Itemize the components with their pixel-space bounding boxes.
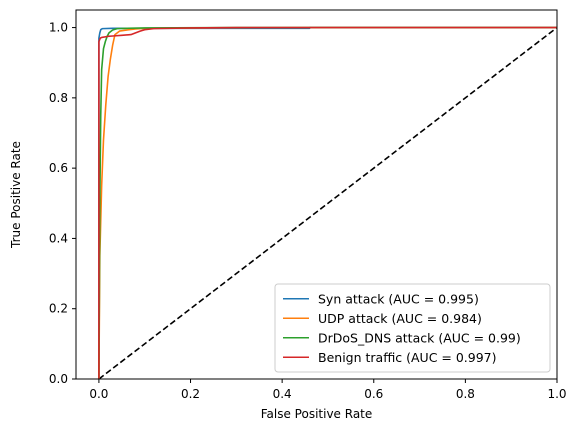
- y-axis-label: True Positive Rate: [9, 141, 23, 249]
- legend: Syn attack (AUC = 0.995) UDP attack (AUC …: [275, 284, 550, 372]
- x-tick-label: 0.2: [181, 387, 200, 401]
- x-tick-label: 0.0: [89, 387, 108, 401]
- y-axis-ticks: 0.0 0.2 0.4 0.6 0.8 1.0: [49, 21, 76, 386]
- x-axis-ticks: 0.0 0.2 0.4 0.6 0.8 1.0: [89, 379, 566, 401]
- x-tick-label: 0.6: [364, 387, 383, 401]
- x-tick-label: 1.0: [547, 387, 566, 401]
- y-tick-label: 0.6: [49, 161, 68, 175]
- legend-entry: DrDoS_DNS attack (AUC = 0.99): [318, 330, 521, 345]
- x-tick-label: 0.8: [456, 387, 475, 401]
- y-tick-label: 1.0: [49, 21, 68, 35]
- legend-entry: UDP attack (AUC = 0.984): [318, 311, 482, 326]
- legend-entry: Benign traffic (AUC = 0.997): [318, 350, 497, 365]
- y-tick-label: 0.2: [49, 302, 68, 316]
- x-axis-label: False Positive Rate: [261, 407, 373, 421]
- y-tick-label: 0.0: [49, 372, 68, 386]
- x-tick-label: 0.4: [273, 387, 292, 401]
- y-tick-label: 0.8: [49, 91, 68, 105]
- legend-entry: Syn attack (AUC = 0.995): [318, 291, 479, 306]
- y-tick-label: 0.4: [49, 231, 68, 245]
